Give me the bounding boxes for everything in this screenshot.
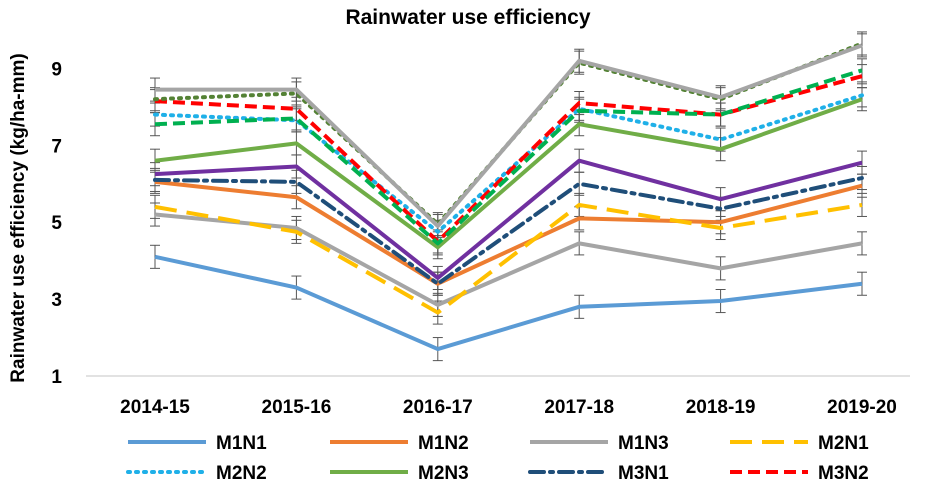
legend-label: M1N2 [418,433,469,454]
legend-label: M2N2 [216,463,267,484]
legend-item: M2N2 [126,463,267,484]
series-line-m2n1 [154,202,863,315]
legend: M1N1 M1N2 M1N3 M2N1 M2N2 M2N3 M3N1 M3N2 [126,433,869,484]
y-axis-label: Rainwater use efficiency (kg/ha-mm) [8,53,29,382]
legend-label: M3N1 [618,463,669,484]
series-line-m1n1 [154,254,863,352]
y-tick-label: 7 [51,136,62,157]
legend-item: M2N1 [730,433,869,454]
y-tick-label: 3 [51,290,62,311]
series-line-m3n3 [153,41,864,227]
series-line-m2n3 [154,97,863,250]
series-line-m3n3b [154,68,863,246]
x-tick-label: 2019-20 [827,397,897,418]
x-tick-label: 2015-16 [262,397,332,418]
legend-label: M2N3 [418,463,469,484]
legend-label: M2N1 [818,433,869,454]
legend-item: M1N1 [128,433,267,454]
legend-label: M1N3 [618,433,669,454]
y-tick-label: 1 [51,367,62,388]
series-line-m2n3b [154,158,863,280]
y-tick-label: 5 [51,213,62,234]
x-tick-label: 2017-18 [544,397,614,418]
series-line-m3n2 [154,74,863,244]
legend-item: M2N3 [330,463,469,484]
y-tick-label: 9 [51,59,62,80]
legend-item: M3N1 [528,463,669,484]
series-line-m1n2 [154,179,863,286]
legend-label: M3N2 [818,463,869,484]
plot-area: 1 3 5 7 9 2014-15 2015-16 2016-17 2017-18 2018-19… [51,31,910,418]
legend-item: M3N2 [730,463,869,484]
x-tick-label: 2018-19 [686,397,756,418]
x-tick-label: 2014-15 [120,397,190,418]
legend-label: M1N1 [216,433,267,454]
legend-item: M1N2 [330,433,469,454]
series-line-m1n3 [154,212,863,307]
x-tick-label: 2016-17 [403,397,473,418]
legend-item: M1N3 [530,433,669,454]
chart-title: Rainwater use efficiency [345,6,590,29]
series-line-m1n3b [155,43,863,229]
series-line-m3n1 [153,176,864,286]
